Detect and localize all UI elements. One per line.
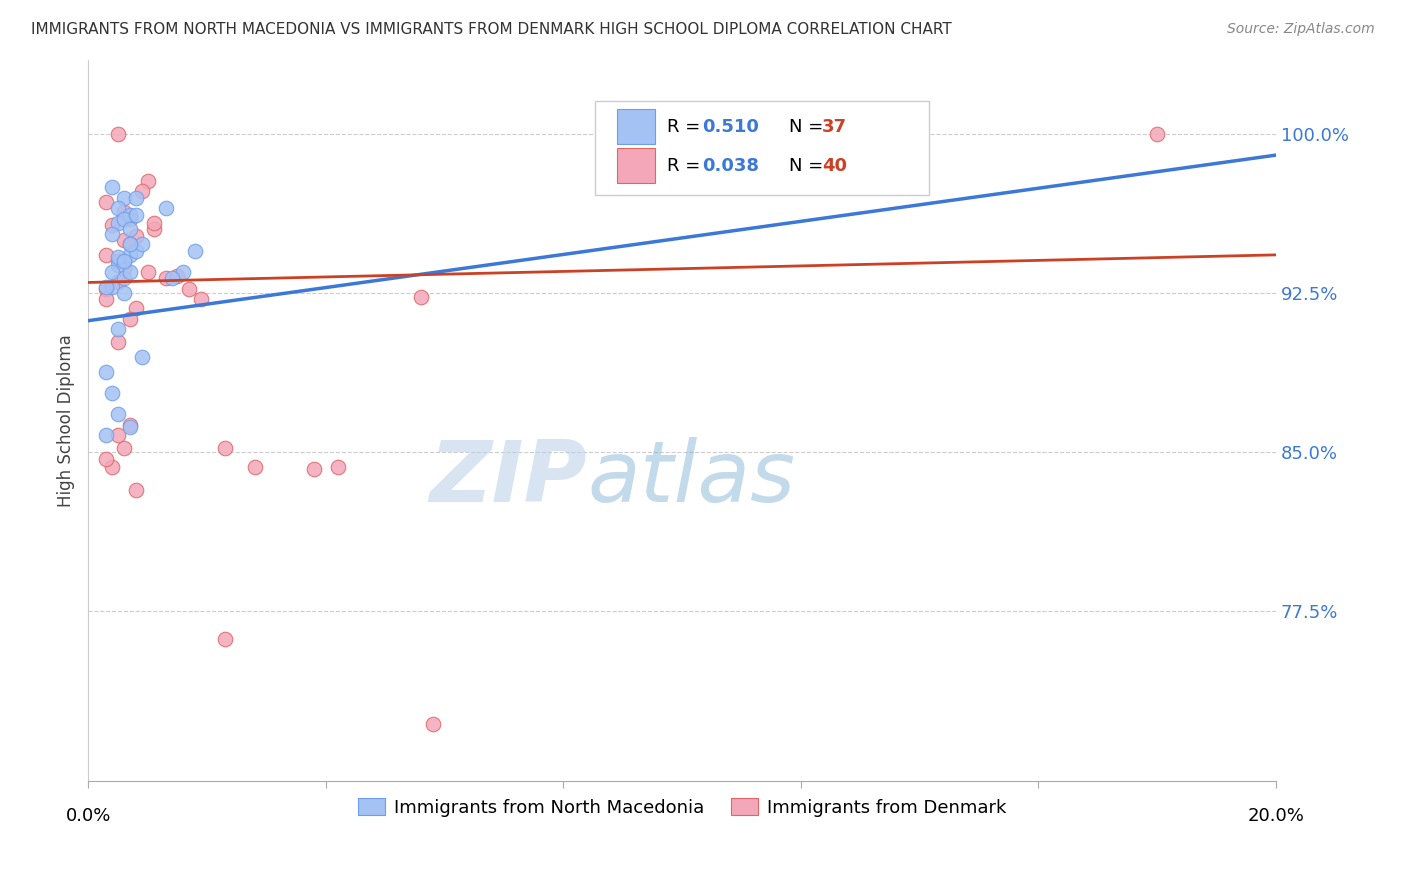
Legend: Immigrants from North Macedonia, Immigrants from Denmark: Immigrants from North Macedonia, Immigra… — [350, 791, 1014, 824]
Point — [107, 201, 129, 215]
Point — [96, 194, 118, 209]
Text: R =: R = — [666, 118, 706, 136]
Point — [112, 441, 135, 455]
Point — [107, 250, 129, 264]
Point — [1146, 127, 1168, 141]
Text: N =: N = — [789, 157, 830, 175]
Text: R =: R = — [666, 157, 706, 175]
Point — [142, 222, 165, 236]
Bar — [617, 110, 655, 144]
Point — [184, 244, 207, 258]
Point — [118, 248, 141, 262]
Point — [172, 265, 194, 279]
Point — [96, 365, 118, 379]
Point — [155, 271, 177, 285]
Point — [96, 279, 118, 293]
Point — [101, 227, 124, 241]
Point — [96, 282, 118, 296]
Text: N =: N = — [789, 118, 830, 136]
Point — [96, 248, 118, 262]
Point — [160, 271, 183, 285]
Text: atlas: atlas — [588, 437, 796, 520]
Point — [118, 419, 141, 434]
Point — [879, 131, 901, 145]
Point — [107, 259, 129, 273]
Point — [118, 222, 141, 236]
Point — [326, 460, 349, 475]
Point — [96, 293, 118, 307]
Point — [107, 407, 129, 421]
Point — [112, 254, 135, 268]
Text: IMMIGRANTS FROM NORTH MACEDONIA VS IMMIGRANTS FROM DENMARK HIGH SCHOOL DIPLOMA C: IMMIGRANTS FROM NORTH MACEDONIA VS IMMIG… — [31, 22, 952, 37]
Point — [101, 265, 124, 279]
Point — [96, 451, 118, 466]
Point — [96, 428, 118, 442]
Point — [118, 237, 141, 252]
Point — [761, 142, 783, 156]
Text: 40: 40 — [823, 157, 848, 175]
Point — [118, 211, 141, 226]
Point — [107, 216, 129, 230]
Point — [422, 717, 444, 731]
Point — [112, 286, 135, 301]
Text: 20.0%: 20.0% — [1247, 806, 1305, 825]
Point — [118, 265, 141, 279]
Text: 0.510: 0.510 — [703, 118, 759, 136]
Point — [118, 237, 141, 252]
Point — [214, 441, 236, 455]
Point — [155, 201, 177, 215]
Text: 0.0%: 0.0% — [66, 806, 111, 825]
Point — [125, 190, 148, 204]
Point — [243, 460, 266, 475]
Point — [107, 334, 129, 349]
Point — [107, 322, 129, 336]
Point — [101, 180, 124, 194]
Point — [112, 254, 135, 268]
Point — [214, 632, 236, 646]
Point — [131, 184, 153, 198]
Point — [112, 260, 135, 275]
Point — [125, 301, 148, 315]
Point — [101, 218, 124, 232]
Point — [112, 205, 135, 219]
Point — [101, 460, 124, 475]
Point — [107, 428, 129, 442]
Point — [118, 208, 141, 222]
Point — [125, 244, 148, 258]
Point — [118, 417, 141, 432]
Point — [166, 269, 188, 284]
Point — [112, 211, 135, 226]
Point — [112, 190, 135, 204]
Point — [118, 311, 141, 326]
Point — [125, 208, 148, 222]
Point — [125, 483, 148, 498]
Point — [136, 173, 159, 187]
Point — [179, 282, 201, 296]
Point — [131, 237, 153, 252]
Point — [107, 127, 129, 141]
Text: Source: ZipAtlas.com: Source: ZipAtlas.com — [1227, 22, 1375, 37]
Point — [112, 271, 135, 285]
Point — [302, 462, 325, 476]
Point — [101, 385, 124, 400]
Text: ZIP: ZIP — [430, 437, 588, 520]
Text: 37: 37 — [823, 118, 848, 136]
Point — [101, 279, 124, 293]
Point — [131, 350, 153, 364]
FancyBboxPatch shape — [596, 101, 929, 195]
Bar — [617, 148, 655, 183]
Point — [125, 228, 148, 243]
Point — [112, 233, 135, 247]
Y-axis label: High School Diploma: High School Diploma — [58, 334, 75, 507]
Point — [409, 290, 432, 304]
Point — [142, 216, 165, 230]
Text: 0.038: 0.038 — [703, 157, 759, 175]
Point — [136, 265, 159, 279]
Point — [107, 276, 129, 290]
Point — [190, 293, 212, 307]
Point — [107, 254, 129, 268]
